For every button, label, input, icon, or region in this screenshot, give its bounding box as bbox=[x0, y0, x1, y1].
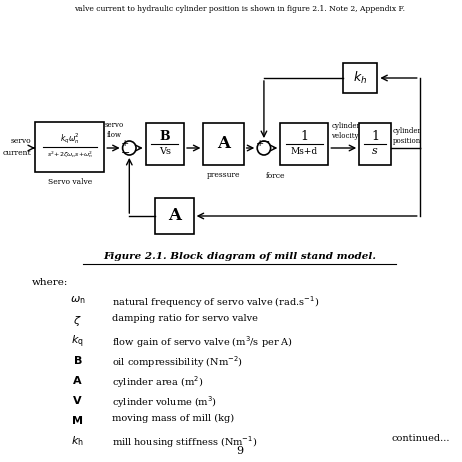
Text: current: current bbox=[3, 149, 31, 157]
Text: A: A bbox=[168, 207, 181, 225]
Text: force: force bbox=[266, 172, 285, 180]
Text: servo: servo bbox=[11, 137, 31, 145]
FancyBboxPatch shape bbox=[203, 123, 244, 165]
FancyBboxPatch shape bbox=[280, 123, 328, 165]
Text: $\mathbf{B}$: $\mathbf{B}$ bbox=[73, 354, 82, 366]
Text: $k_\mathrm{h}$: $k_\mathrm{h}$ bbox=[71, 434, 84, 448]
FancyBboxPatch shape bbox=[155, 198, 194, 234]
Text: cylinder
position: cylinder position bbox=[393, 128, 422, 145]
Text: $\zeta$: $\zeta$ bbox=[73, 314, 82, 328]
Text: valve current to hydraulic cylinder position is shown in figure 2.1. Note 2, App: valve current to hydraulic cylinder posi… bbox=[74, 5, 405, 13]
FancyBboxPatch shape bbox=[35, 122, 104, 172]
FancyBboxPatch shape bbox=[359, 123, 391, 165]
Text: flow gain of servo valve (m$^3$/s per A): flow gain of servo valve (m$^3$/s per A) bbox=[112, 334, 293, 350]
Text: A: A bbox=[217, 135, 230, 152]
Text: −: − bbox=[261, 137, 271, 147]
Text: 1: 1 bbox=[300, 130, 308, 144]
Text: damping ratio for servo valve: damping ratio for servo valve bbox=[112, 314, 258, 323]
Text: $\mathbf{A}$: $\mathbf{A}$ bbox=[72, 374, 83, 386]
Text: $\mathbf{M}$: $\mathbf{M}$ bbox=[71, 414, 84, 426]
Text: mill housing stiffness (Nm$^{-1}$): mill housing stiffness (Nm$^{-1}$) bbox=[112, 434, 257, 450]
Text: $k_h$: $k_h$ bbox=[353, 70, 367, 86]
Text: s: s bbox=[372, 146, 378, 156]
Text: $\omega_\mathrm{n}$: $\omega_\mathrm{n}$ bbox=[70, 294, 85, 306]
Text: pressure: pressure bbox=[207, 171, 240, 179]
Text: −: − bbox=[121, 148, 130, 158]
Text: B: B bbox=[159, 130, 170, 144]
Text: cylinder area (m$^2$): cylinder area (m$^2$) bbox=[112, 374, 203, 390]
Text: continued...: continued... bbox=[392, 434, 450, 443]
Text: 9: 9 bbox=[237, 446, 243, 456]
Text: 1: 1 bbox=[371, 130, 379, 144]
Text: cylinder volume (m$^3$): cylinder volume (m$^3$) bbox=[112, 394, 217, 410]
Text: where:: where: bbox=[32, 278, 68, 287]
Text: $k_q\omega_n^2$: $k_q\omega_n^2$ bbox=[60, 132, 79, 146]
Text: moving mass of mill (kg): moving mass of mill (kg) bbox=[112, 414, 234, 423]
Text: +: + bbox=[256, 140, 264, 148]
FancyBboxPatch shape bbox=[343, 63, 377, 93]
Text: Servo valve: Servo valve bbox=[48, 178, 92, 186]
Text: $s^2\!+\!2\zeta\omega_n s\!+\!\omega_n^2$: $s^2\!+\!2\zeta\omega_n s\!+\!\omega_n^2… bbox=[47, 150, 93, 160]
Text: Vs: Vs bbox=[159, 146, 171, 156]
Text: Ms+d: Ms+d bbox=[291, 146, 318, 156]
Text: servo
flow: servo flow bbox=[104, 122, 123, 139]
FancyBboxPatch shape bbox=[146, 123, 184, 165]
Text: $\mathbf{V}$: $\mathbf{V}$ bbox=[72, 394, 83, 406]
Text: cylinder
velocity: cylinder velocity bbox=[331, 122, 360, 140]
Text: Figure 2.1. Block diagram of mill stand model.: Figure 2.1. Block diagram of mill stand … bbox=[103, 252, 377, 261]
Text: $k_\mathrm{q}$: $k_\mathrm{q}$ bbox=[71, 334, 84, 350]
Text: +: + bbox=[122, 140, 129, 148]
Text: oil compressibility (Nm$^{-2}$): oil compressibility (Nm$^{-2}$) bbox=[112, 354, 243, 370]
Text: natural frequency of servo valve (rad.s$^{-1}$): natural frequency of servo valve (rad.s$… bbox=[112, 294, 319, 310]
